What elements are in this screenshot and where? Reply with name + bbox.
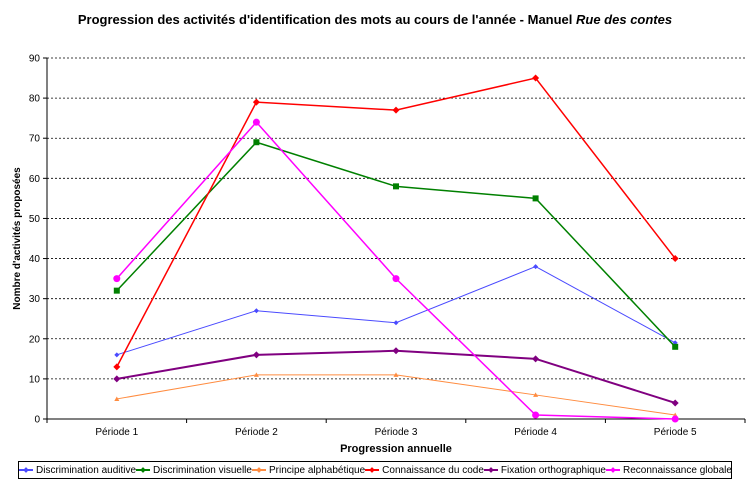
legend-label: Principe alphabétique (268, 464, 366, 476)
data-point-discrimination-auditive (533, 264, 539, 270)
legend-item: Principe alphabétique (251, 464, 366, 476)
y-tick-label: 90 (29, 54, 41, 65)
legend-swatch-icon (251, 467, 266, 473)
x-tick-label: Période 4 (514, 427, 557, 438)
series-line-discrimination-visuelle (116, 141, 676, 348)
legend-item: Discrimination visuelle (136, 465, 252, 476)
data-point-reconnaissance-globale (671, 415, 679, 423)
legend-swatch-icon (19, 467, 33, 473)
chart-legend: Discrimination auditive Discrimination vi… (18, 461, 732, 479)
legend-label: Fixation orthographique (500, 464, 606, 476)
y-tick-label: 10 (29, 374, 41, 385)
x-tick-label: Période 5 (654, 427, 697, 438)
data-point-fixation-orthographique (392, 347, 400, 355)
legend-swatch-icon (136, 467, 151, 473)
data-point-fixation-orthographique (671, 399, 679, 407)
data-point-principe-alphabetique (114, 396, 120, 401)
y-tick-label: 80 (29, 94, 41, 105)
data-point-discrimination-auditive (393, 320, 399, 326)
data-point-discrimination-visuelle (532, 195, 539, 202)
legend-label: Reconnaissance globale (622, 464, 732, 476)
y-tick-label: 20 (29, 334, 41, 345)
x-axis-label: Progression annuelle (340, 443, 452, 455)
data-point-connaissance-du-code (252, 98, 260, 106)
x-tick-label: Période 3 (375, 427, 418, 438)
data-point-discrimination-visuelle (672, 343, 679, 350)
legend-label: Discrimination visuelle (153, 464, 252, 476)
data-point-connaissance-du-code (532, 74, 540, 82)
series-line-fixation-orthographique (116, 349, 676, 404)
data-point-principe-alphabetique (393, 372, 399, 377)
y-tick-label: 60 (29, 174, 41, 185)
y-tick-label: 30 (29, 294, 41, 305)
data-point-principe-alphabetique (533, 392, 539, 397)
chart-title-italic: Rue des contes (576, 12, 673, 27)
data-point-reconnaissance-globale (252, 118, 260, 126)
chart-title-text: Progression des activités d'identificati… (77, 12, 577, 27)
data-point-fixation-orthographique (113, 375, 121, 383)
legend-swatch-icon (605, 467, 620, 473)
y-tick-label: 40 (29, 254, 41, 265)
data-point-connaissance-du-code (671, 255, 679, 263)
data-point-reconnaissance-globale (532, 411, 540, 419)
legend-label: Connaissance du code (382, 464, 484, 476)
legend-swatch-icon (365, 467, 380, 473)
data-point-connaissance-du-code (113, 363, 121, 371)
y-tick-label: 70 (29, 134, 41, 145)
legend-item: Fixation orthographique (483, 464, 606, 476)
x-tick-label: Période 1 (95, 427, 138, 438)
y-axis-label: Nombre d'activités proposées (12, 167, 23, 310)
legend-item: Reconnaissance globale (605, 464, 732, 476)
data-point-discrimination-visuelle (253, 139, 260, 146)
legend-label: Discrimination auditive (36, 464, 137, 476)
y-tick-label: 0 (34, 415, 40, 426)
data-point-discrimination-visuelle (113, 287, 120, 294)
legend-item: Discrimination auditive (19, 465, 136, 476)
x-tick-label: Période 2 (235, 427, 278, 438)
data-point-fixation-orthographique (252, 351, 260, 359)
data-point-discrimination-auditive (114, 352, 120, 358)
data-point-discrimination-auditive (253, 308, 259, 314)
legend-item: Connaissance du code (365, 465, 484, 476)
legend-swatch-icon (483, 467, 498, 473)
data-point-fixation-orthographique (532, 355, 540, 363)
data-point-principe-alphabetique (253, 372, 259, 377)
y-tick-label: 50 (29, 214, 41, 225)
data-point-discrimination-visuelle (393, 183, 399, 190)
chart-title: Progression des activités d'identificati… (0, 12, 750, 27)
data-point-connaissance-du-code (392, 106, 400, 114)
data-point-reconnaissance-globale (113, 275, 121, 283)
data-point-reconnaissance-globale (392, 275, 400, 283)
series-line-principe-alphabetique (116, 374, 676, 416)
